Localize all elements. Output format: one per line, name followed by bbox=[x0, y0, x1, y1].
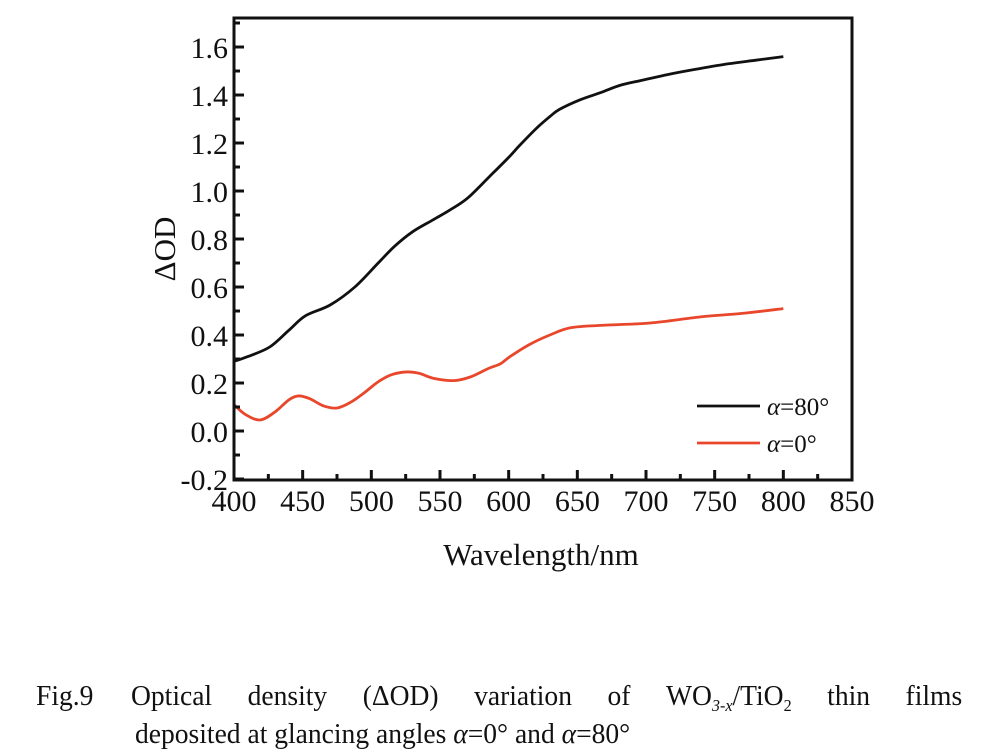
caption-formula: WO3-x/TiO2 bbox=[666, 680, 792, 716]
y-tick-label: 0.2 bbox=[191, 368, 229, 401]
x-tick-label: 650 bbox=[555, 485, 600, 518]
axis-ticks bbox=[232, 21, 854, 481]
figure-number: Fig.9 bbox=[36, 680, 94, 712]
formula-part: /TiO bbox=[732, 680, 784, 712]
plot-frame bbox=[232, 16, 854, 482]
caption-word: variation bbox=[474, 680, 572, 712]
y-axis-title: ΔOD bbox=[147, 217, 182, 282]
legend-label: α=0° bbox=[767, 431, 817, 458]
x-tick-label: 800 bbox=[761, 485, 806, 518]
x-tick-label: 700 bbox=[624, 485, 669, 518]
caption-word: (ΔOD) bbox=[362, 680, 439, 712]
legend-label: α=80° bbox=[767, 394, 829, 421]
figure-caption-line1: Fig.9 Optical density (ΔOD) variation of… bbox=[36, 680, 1002, 716]
caption-word: Optical bbox=[131, 680, 213, 712]
y-tick-label: 1.0 bbox=[191, 176, 229, 209]
caption-word: density bbox=[247, 680, 328, 712]
y-tick-label: 1.6 bbox=[191, 32, 229, 65]
formula-subscript: 2 bbox=[783, 696, 792, 715]
y-tick-labels: -0.2 0.0 0.2 0.4 0.6 0.8 1.0 1.2 1.4 1.6 bbox=[181, 32, 229, 497]
x-tick-label: 600 bbox=[486, 485, 531, 518]
caption-text: =80° bbox=[576, 718, 631, 750]
x-tick-label: 850 bbox=[830, 485, 875, 518]
y-tick-label: 0.8 bbox=[191, 224, 229, 257]
caption-symbol: α bbox=[453, 718, 468, 750]
x-tick-labels: 400 450 500 550 600 650 700 750 800 850 bbox=[212, 485, 875, 518]
x-tick-label: 500 bbox=[349, 485, 394, 518]
y-tick-label: 0.4 bbox=[191, 320, 229, 353]
caption-word: thin bbox=[827, 680, 871, 712]
caption-body: Optical density (ΔOD) variation of WO3-x… bbox=[131, 680, 962, 716]
x-tick-label: 400 bbox=[212, 485, 257, 518]
x-tick-label: 750 bbox=[692, 485, 737, 518]
formula-subscript: 3-x bbox=[711, 696, 733, 715]
y-tick-label: -0.2 bbox=[181, 464, 229, 497]
y-tick-label: 1.4 bbox=[191, 80, 229, 113]
caption-word: of bbox=[607, 680, 631, 712]
series-line-alpha-0 bbox=[233, 307, 784, 422]
legend: α=80° α=0° bbox=[697, 394, 829, 458]
caption-symbol: α bbox=[561, 718, 577, 750]
figure-caption-line2: deposited at glancing angles α=0° and α=… bbox=[135, 718, 630, 751]
series-line-alpha-80 bbox=[233, 55, 784, 363]
y-tick-label: 0.0 bbox=[191, 416, 229, 449]
y-tick-label: 0.6 bbox=[191, 272, 229, 305]
caption-text: =0° and bbox=[467, 718, 562, 750]
caption-word: films bbox=[905, 680, 963, 712]
caption-text: deposited at glancing angles bbox=[135, 718, 454, 750]
x-tick-label: 450 bbox=[280, 485, 325, 518]
y-tick-label: 1.2 bbox=[191, 128, 229, 161]
x-axis-title: Wavelength/nm bbox=[443, 537, 639, 572]
formula-part: WO bbox=[665, 680, 712, 712]
plot-lines bbox=[233, 55, 784, 422]
x-tick-label: 550 bbox=[418, 485, 463, 518]
chart: 400 450 500 550 600 650 700 750 800 850 -0.2 0.0 0.… bbox=[147, 16, 875, 572]
